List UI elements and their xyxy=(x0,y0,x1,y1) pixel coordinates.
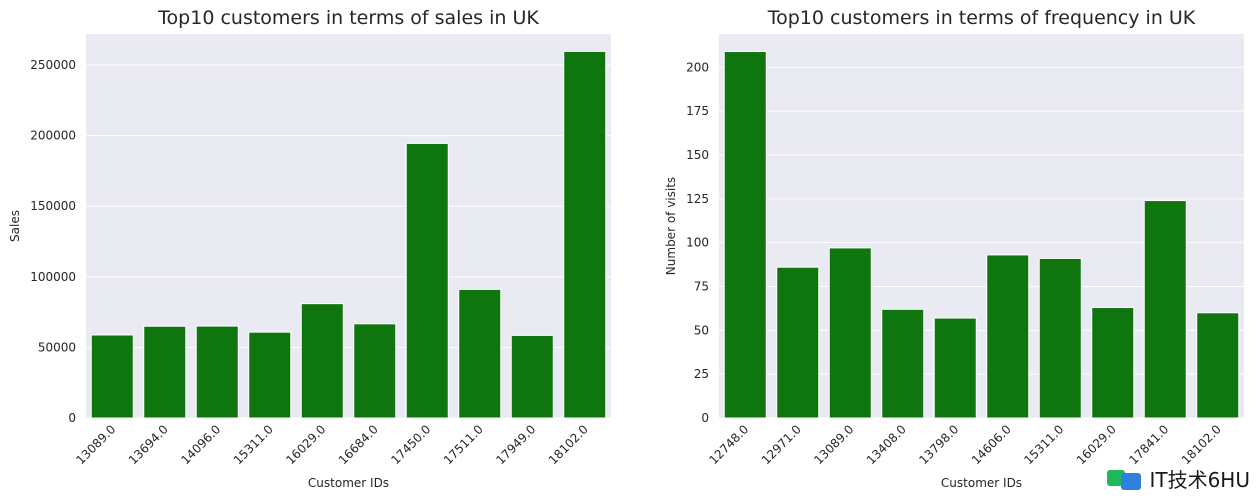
x-tick-label: 13694.0 xyxy=(126,422,171,467)
chart-title: Top10 customers in terms of sales in UK xyxy=(157,7,539,29)
y-tick-label: 50000 xyxy=(38,340,76,354)
bar xyxy=(248,331,292,419)
y-tick-label: 0 xyxy=(68,411,76,425)
bar xyxy=(933,317,977,419)
chart-panel-1: 0 50000 100000 150000 200000 250000 13089.0 136… xyxy=(8,7,611,490)
y-tick-label: 200000 xyxy=(30,129,76,143)
y-tick-label: 50 xyxy=(694,323,709,337)
bar xyxy=(353,323,397,419)
x-tick-label: 18102.0 xyxy=(1179,422,1224,467)
chart-panel-2: 0 25 50 75 100 125 150 175 200 12748.0 12971.0 1308… xyxy=(664,7,1244,490)
x-tick-label: 15311.0 xyxy=(1021,422,1066,467)
y-tick-label: 175 xyxy=(686,104,709,118)
x-tick-label: 13089.0 xyxy=(811,422,856,467)
x-tick-label: 15311.0 xyxy=(231,422,276,467)
x-tick-label: 16029.0 xyxy=(1074,422,1119,467)
y-tick-label: 100000 xyxy=(30,270,76,284)
bar xyxy=(828,247,872,419)
bar xyxy=(1038,257,1082,419)
x-axis-label: Customer IDs xyxy=(308,476,389,490)
x-tick-label: 13089.0 xyxy=(73,422,118,467)
watermark-text: IT技术6HU xyxy=(1149,468,1250,492)
x-tick-label: 12971.0 xyxy=(759,422,804,467)
x-tick-label: 12748.0 xyxy=(706,422,751,467)
bar xyxy=(458,288,502,419)
y-tick-label: 150000 xyxy=(30,199,76,213)
bar xyxy=(143,325,187,419)
y-tick-label: 0 xyxy=(701,411,709,425)
x-tick-label: 16684.0 xyxy=(336,422,381,467)
x-tick-label: 17450.0 xyxy=(388,422,433,467)
x-tick-label: 13798.0 xyxy=(916,422,961,467)
y-axis-label: Sales xyxy=(8,210,22,242)
x-tick-label: 17841.0 xyxy=(1126,422,1171,467)
y-tick-label: 75 xyxy=(694,279,709,293)
bar xyxy=(776,266,820,419)
y-tick-label: 25 xyxy=(694,367,709,381)
x-axis-label: Customer IDs xyxy=(941,476,1022,490)
bar xyxy=(195,325,239,419)
x-tick-label: 13408.0 xyxy=(864,422,909,467)
y-tick-label: 200 xyxy=(686,60,709,74)
y-tick-label: 250000 xyxy=(30,58,76,72)
bar xyxy=(723,51,767,419)
y-tick-label: 100 xyxy=(686,236,709,250)
bar xyxy=(300,303,344,419)
bar xyxy=(563,50,607,419)
x-tick-label: 16029.0 xyxy=(283,422,328,467)
watermark: IT技术6HU xyxy=(1107,464,1250,493)
x-tick-label: 14096.0 xyxy=(178,422,223,467)
bar xyxy=(405,142,449,419)
bar xyxy=(510,334,554,419)
y-tick-label: 125 xyxy=(686,192,709,206)
x-tick-label: 17511.0 xyxy=(441,422,486,467)
logo-icon xyxy=(1107,468,1145,490)
bar xyxy=(1143,200,1187,419)
bar xyxy=(986,254,1030,419)
bar xyxy=(881,308,925,419)
y-tick-label: 150 xyxy=(686,148,709,162)
x-tick-label: 18102.0 xyxy=(546,422,591,467)
y-axis-label: Number of visits xyxy=(664,177,678,275)
bar xyxy=(90,334,134,419)
bar xyxy=(1091,307,1135,419)
x-tick-label: 17949.0 xyxy=(493,422,538,467)
x-tick-label: 14606.0 xyxy=(969,422,1014,467)
bar xyxy=(1196,312,1240,419)
chart-title: Top10 customers in terms of frequency in… xyxy=(767,7,1196,29)
